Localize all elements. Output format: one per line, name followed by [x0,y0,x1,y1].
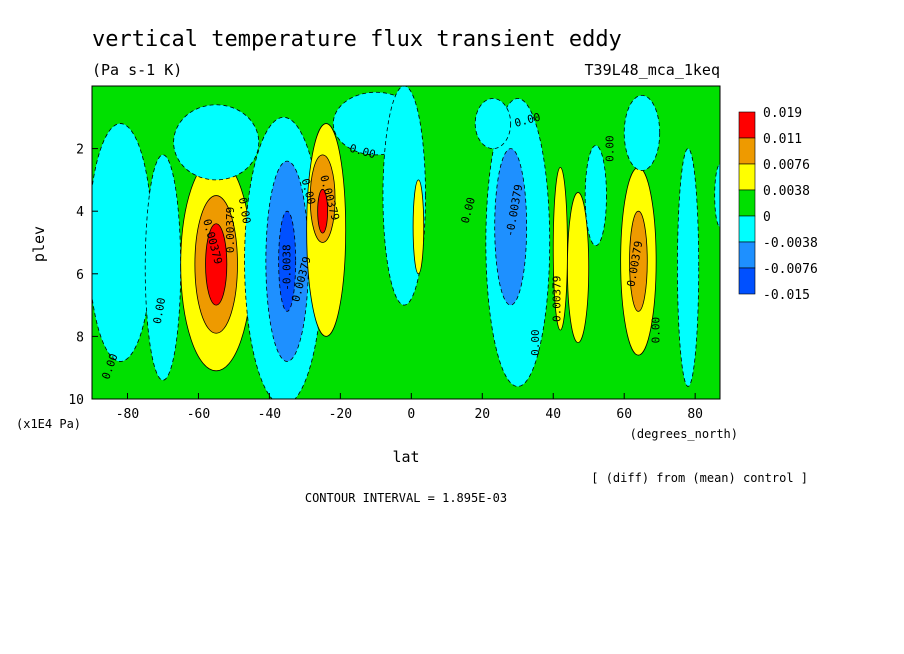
x-axis-units: (degrees_north) [630,427,738,441]
contour-label: 0.00 [604,135,617,162]
colorbar-label: -0.0038 [763,236,818,251]
y-tick-label: 10 [68,393,84,408]
plot-frame [91,85,721,400]
contour-region [412,179,425,275]
y-axis-label: plev [30,226,48,262]
contour-region [677,148,700,387]
colorbar-label: 0 [763,210,771,225]
contour-label: 0.00379 [224,207,237,253]
x-axis: -80 -60 -40 -20 0 20 40 60 80 [116,393,703,422]
colorbar-label: 0.0038 [763,184,810,199]
run-label: T39L48_mca_1keq [585,61,720,79]
contour-region [92,123,153,362]
contour-region [205,223,228,306]
colorbar-label: 0.0076 [763,158,810,173]
contour-region [714,163,720,228]
y-axis: 2 4 6 8 10 [68,143,98,408]
x-axis-label: lat [392,448,419,466]
colorbar-swatch [738,267,756,295]
colorbar-label: 0.019 [763,106,802,121]
contour-interval: CONTOUR INTERVAL = 1.895E-03 [305,491,507,505]
chart-title: vertical temperature flux transient eddy [92,27,622,52]
y-tick-label: 6 [76,268,84,283]
contour-region [278,210,297,312]
comparison-note: [ (diff) from (mean) control ] [591,471,808,485]
y-tick-label: 2 [76,143,84,158]
contour-label: -0.0038 [281,244,294,290]
x-tick-label: 40 [545,407,561,422]
x-tick-label: 20 [474,407,490,422]
contour-region [474,98,512,149]
x-tick-label: -80 [116,407,139,422]
y-tick-label: 4 [76,205,84,220]
contour-region [567,192,590,344]
colorbar-label: 0.011 [763,132,802,147]
colorbar-swatch [738,189,756,217]
contour-region [623,94,661,171]
x-tick-label: -40 [258,407,281,422]
contour-region [494,148,528,306]
colorbar-swatch [738,111,756,139]
colorbar-swatch [738,163,756,191]
contour-region [317,188,328,234]
contour-region [144,154,182,381]
contour-region [584,145,607,247]
plot-area [92,86,720,399]
colorbar-label: -0.0076 [763,262,818,277]
contour-label: 0.00 [529,329,542,356]
colorbar-swatch [738,241,756,269]
colorbar-swatch [738,137,756,165]
contour-label: 0.00 [236,196,253,224]
contour-region [629,210,648,312]
colorbar-swatch [738,215,756,243]
x-tick-label: 60 [616,407,632,422]
x-tick-label: -60 [187,407,210,422]
x-tick-label: 0 [407,407,415,422]
colorbar-label: -0.015 [763,288,810,303]
contour-region [173,104,260,181]
x-tick-label: -20 [329,407,352,422]
contour-label: 0.00379 [550,276,563,322]
contour-label: 0.00 [151,297,168,325]
contour-label: 0.00 [650,317,663,344]
y-tick-label: 8 [76,330,84,345]
chart-units: (Pa s-1 K) [92,61,182,79]
y-axis-units: (x1E4 Pa) [16,417,81,431]
colorbar: 0.019 0.011 0.0076 0.0038 0 -0.0038 -0.0076 -0.… [738,106,818,303]
x-tick-label: 80 [687,407,703,422]
